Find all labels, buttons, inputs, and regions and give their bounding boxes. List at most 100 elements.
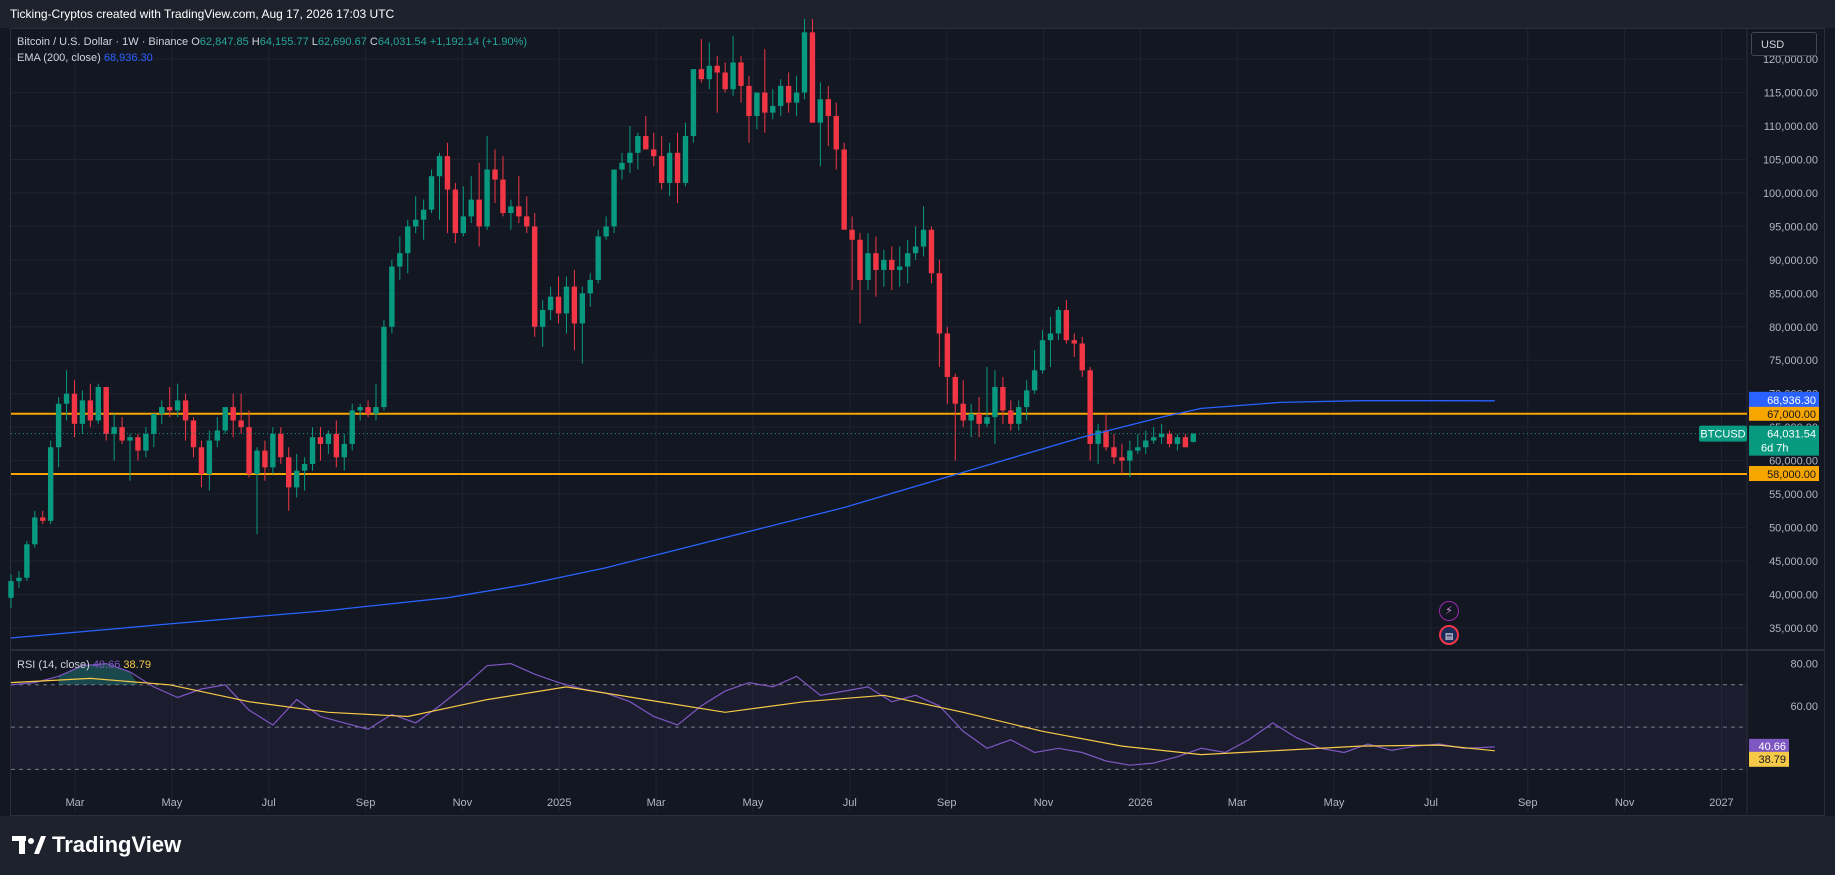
rsi-line	[10, 662, 1495, 766]
candle-body	[722, 72, 728, 90]
candle-body	[365, 407, 371, 414]
level-price-label: 58,000.00	[1767, 469, 1816, 481]
candle-body	[405, 226, 411, 254]
chart-frame[interactable]	[10, 28, 1825, 816]
candle-body	[286, 457, 292, 488]
currency-button[interactable]: USD	[1751, 32, 1817, 56]
price-tick-label: 50,000.00	[1769, 523, 1818, 535]
time-tick-label: 2027	[1709, 797, 1733, 809]
footer-bar	[0, 816, 1835, 875]
candle-body	[841, 149, 847, 230]
candle-body	[8, 581, 14, 598]
us-flag-icon[interactable]: ▤	[1439, 625, 1459, 645]
candle-body	[944, 333, 951, 377]
time-tick-label: 2026	[1128, 797, 1152, 809]
candle-body	[1103, 430, 1109, 448]
ema-value: 68,936.30	[103, 52, 153, 64]
candle-body	[1000, 387, 1006, 411]
price-tick-label: 75,000.00	[1769, 355, 1818, 367]
candle-body	[1016, 407, 1022, 424]
price-tick-label: 80,000.00	[1769, 322, 1818, 334]
time-tick-label: 2025	[547, 797, 571, 809]
candle-body	[238, 420, 244, 428]
candle-body	[825, 99, 832, 116]
time-tick-label: Nov	[453, 797, 473, 809]
candle-body	[793, 92, 800, 103]
last-price-label: 64,031.54	[1767, 429, 1816, 441]
candle-body	[936, 273, 943, 334]
price-tick-label: 40,000.00	[1769, 589, 1818, 601]
time-tick-label: Mar	[66, 797, 85, 809]
rsi-value-tag	[1749, 738, 1789, 754]
time-tick-label: Mar	[647, 797, 666, 809]
symbol-legend: Bitcoin / U.S. Dollar · 1W · Binance O62…	[17, 36, 527, 48]
candle-body	[643, 136, 649, 150]
candle-body	[611, 169, 617, 227]
time-tick-label: Nov	[1034, 797, 1054, 809]
time-tick-label: Sep	[937, 797, 957, 809]
candle-body	[619, 162, 625, 170]
candle-body	[555, 296, 562, 314]
ticker-label: BTCUSD	[1700, 429, 1745, 441]
candle-body	[246, 427, 252, 475]
level-price-label: 67,000.00	[1767, 409, 1816, 421]
candle-body	[1008, 410, 1014, 424]
candle-body	[301, 463, 308, 471]
rsi-tick-label: 60.00	[1790, 701, 1818, 713]
close-value: 64,031.54	[377, 36, 427, 48]
candle-body	[222, 407, 228, 431]
time-tick-label: Nov	[1615, 797, 1635, 809]
candle-body	[1143, 440, 1149, 448]
candle-body	[674, 152, 681, 183]
time-tick-label: Jul	[262, 797, 276, 809]
candle-body	[420, 209, 427, 220]
candle-body	[738, 62, 744, 86]
candle-body	[785, 85, 792, 103]
rsi-label: RSI (14, close)	[17, 659, 90, 671]
candle-body	[381, 326, 387, 408]
candle-body	[325, 433, 332, 444]
candle-body	[960, 403, 966, 421]
candle-body	[635, 136, 641, 153]
price-tick-label: 60,000.00	[1769, 456, 1818, 468]
candle-body	[1055, 310, 1062, 334]
candle-body	[436, 156, 443, 177]
change-value: +1,192.14 (+1.90%)	[429, 36, 528, 48]
candle-body	[992, 387, 998, 418]
price-tick-label: 120,000.00	[1763, 54, 1818, 66]
rsi-ma-line	[10, 677, 1495, 756]
candle-body	[373, 407, 379, 414]
candle-countdown-label: 6d 7h	[1761, 443, 1789, 455]
high-value: 64,155.77	[259, 36, 309, 48]
candle-body	[1071, 340, 1077, 344]
candle-body	[468, 199, 474, 217]
candle-body	[63, 393, 70, 404]
candle-body	[690, 69, 697, 137]
price-tick-label: 85,000.00	[1769, 288, 1818, 300]
brand-logo[interactable]: TradingView	[12, 832, 181, 858]
candle-body	[293, 470, 300, 488]
candle-body	[833, 115, 839, 150]
candle-body	[897, 266, 903, 270]
candle-body	[79, 400, 86, 424]
candle-body	[333, 433, 340, 458]
lightning-icon[interactable]: ⚡	[1439, 601, 1459, 621]
candle-body	[532, 226, 538, 327]
rsi-ma-value: 38.79	[123, 659, 151, 671]
candle-body	[666, 152, 673, 183]
time-tick-label: Sep	[1518, 797, 1538, 809]
time-tick-label: May	[161, 797, 182, 809]
rsi-ma-value-tag-label: 38.79	[1758, 754, 1786, 766]
rsi-tick-label: 80.00	[1790, 659, 1818, 671]
candle-body	[1039, 340, 1046, 371]
candle-body	[32, 517, 38, 545]
candle-body	[881, 259, 887, 270]
candle-body	[87, 400, 94, 421]
candle-body	[730, 62, 736, 90]
candle-body	[1174, 437, 1181, 444]
candle-body	[904, 253, 911, 267]
high-label: H	[251, 36, 260, 48]
candle-body	[754, 92, 760, 116]
candle-body	[603, 226, 609, 237]
